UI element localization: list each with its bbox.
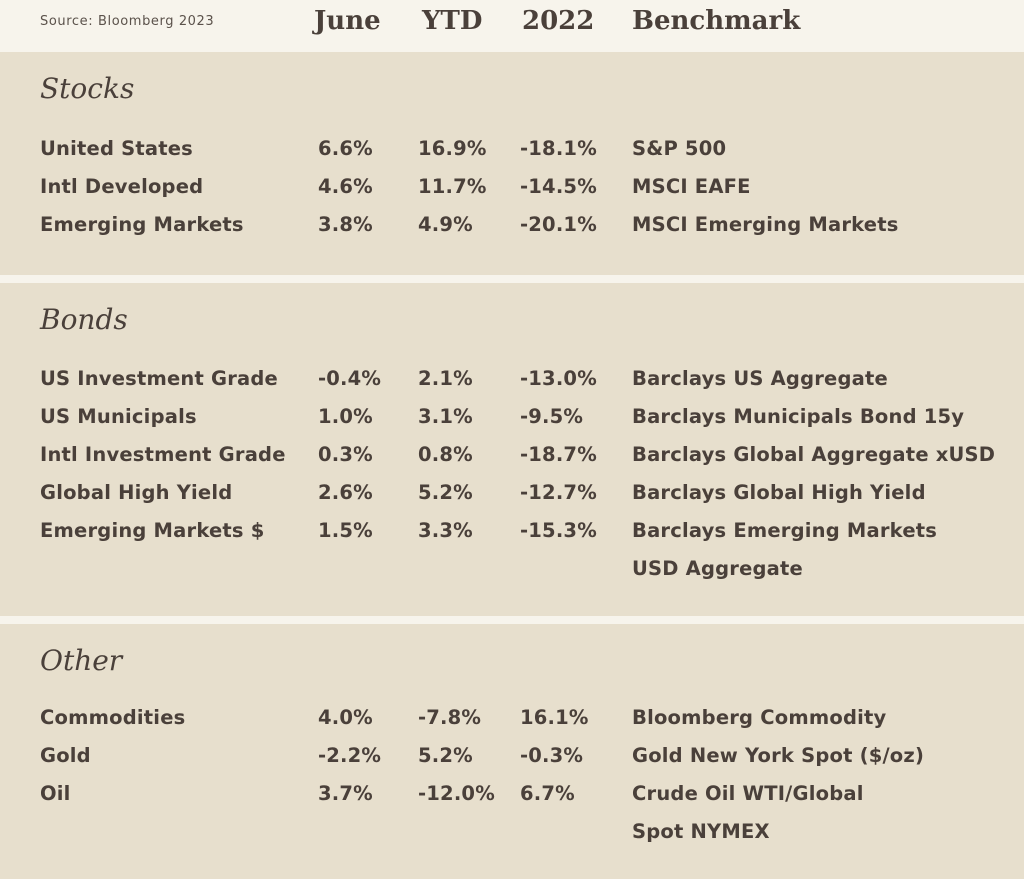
- asset-name: Global High Yield: [40, 481, 233, 504]
- june-return: -2.2%: [318, 744, 382, 767]
- june-return: 6.6%: [318, 137, 373, 160]
- june-return: -0.4%: [318, 367, 382, 390]
- june-return: 1.5%: [318, 519, 373, 542]
- 2022-return: -18.7%: [520, 443, 597, 466]
- june-return: 0.3%: [318, 443, 373, 466]
- benchmark-name-line2: USD Aggregate: [632, 557, 803, 580]
- 2022-return: -13.0%: [520, 367, 597, 390]
- 2022-return: -18.1%: [520, 137, 597, 160]
- source-note: Source: Bloomberg 2023: [40, 14, 215, 29]
- asset-name: Gold: [40, 744, 91, 767]
- section-bonds: Bonds US Investment Grade -0.4% 2.1% -13…: [0, 283, 1024, 616]
- table-row: Commodities 4.0% -7.8% 16.1% Bloomberg C…: [0, 706, 1024, 744]
- 2022-return: -9.5%: [520, 405, 584, 428]
- benchmark-name: MSCI Emerging Markets: [632, 213, 899, 236]
- table-row: Emerging Markets $ 1.5% 3.3% -15.3% Barc…: [0, 519, 1024, 595]
- june-return: 3.7%: [318, 782, 373, 805]
- table-row: US Municipals 1.0% 3.1% -9.5% Barclays M…: [0, 405, 1024, 443]
- column-header-benchmark: Benchmark: [632, 6, 801, 36]
- table-row: Global High Yield 2.6% 5.2% -12.7% Barcl…: [0, 481, 1024, 519]
- table-row: United States 6.6% 16.9% -18.1% S&P 500: [0, 137, 1024, 175]
- 2022-return: -0.3%: [520, 744, 584, 767]
- june-return: 4.6%: [318, 175, 373, 198]
- column-header-june: June: [314, 6, 381, 36]
- table-header: Source: Bloomberg 2023 June YTD 2022 Ben…: [0, 0, 1024, 52]
- section-title: Stocks: [40, 72, 135, 105]
- june-return: 4.0%: [318, 706, 373, 729]
- ytd-return: 5.2%: [418, 744, 473, 767]
- section-other: Other Commodities 4.0% -7.8% 16.1% Bloom…: [0, 624, 1024, 879]
- table-row: Gold -2.2% 5.2% -0.3% Gold New York Spot…: [0, 744, 1024, 782]
- table-row: US Investment Grade -0.4% 2.1% -13.0% Ba…: [0, 367, 1024, 405]
- section-title: Bonds: [40, 303, 128, 336]
- asset-name: Emerging Markets $: [40, 519, 265, 542]
- 2022-return: -12.7%: [520, 481, 597, 504]
- june-return: 3.8%: [318, 213, 373, 236]
- 2022-return: 16.1%: [520, 706, 589, 729]
- benchmark-name: Crude Oil WTI/Global: [632, 782, 864, 805]
- benchmark-name: Barclays Emerging Markets: [632, 519, 938, 542]
- ytd-return: 4.9%: [418, 213, 473, 236]
- benchmark-name-line2: Spot NYMEX: [632, 820, 770, 843]
- 2022-return: -14.5%: [520, 175, 597, 198]
- ytd-return: 3.3%: [418, 519, 473, 542]
- benchmark-name: Gold New York Spot ($/oz): [632, 744, 925, 767]
- section-title: Other: [40, 644, 123, 677]
- asset-name: Oil: [40, 782, 71, 805]
- ytd-return: 16.9%: [418, 137, 487, 160]
- benchmark-name: Bloomberg Commodity: [632, 706, 887, 729]
- table-row: Emerging Markets 3.8% 4.9% -20.1% MSCI E…: [0, 213, 1024, 251]
- ytd-return: -7.8%: [418, 706, 482, 729]
- 2022-return: 6.7%: [520, 782, 575, 805]
- table-row: Oil 3.7% -12.0% 6.7% Crude Oil WTI/Globa…: [0, 782, 1024, 858]
- asset-name: Intl Developed: [40, 175, 204, 198]
- 2022-return: -20.1%: [520, 213, 597, 236]
- ytd-return: 0.8%: [418, 443, 473, 466]
- ytd-return: 5.2%: [418, 481, 473, 504]
- benchmark-name: Barclays US Aggregate: [632, 367, 888, 390]
- asset-name: Intl Investment Grade: [40, 443, 286, 466]
- ytd-return: 11.7%: [418, 175, 487, 198]
- column-header-ytd: YTD: [422, 6, 483, 36]
- asset-name: Commodities: [40, 706, 186, 729]
- benchmark-name: S&P 500: [632, 137, 727, 160]
- table-row: Intl Investment Grade 0.3% 0.8% -18.7% B…: [0, 443, 1024, 481]
- section-stocks: Stocks United States 6.6% 16.9% -18.1% S…: [0, 52, 1024, 275]
- asset-name: US Investment Grade: [40, 367, 278, 390]
- ytd-return: -12.0%: [418, 782, 495, 805]
- table-row: Intl Developed 4.6% 11.7% -14.5% MSCI EA…: [0, 175, 1024, 213]
- column-header-2022: 2022: [522, 6, 595, 36]
- benchmark-name: Barclays Global High Yield: [632, 481, 926, 504]
- june-return: 2.6%: [318, 481, 373, 504]
- benchmark-name: MSCI EAFE: [632, 175, 751, 198]
- asset-name: US Municipals: [40, 405, 197, 428]
- asset-name: Emerging Markets: [40, 213, 244, 236]
- ytd-return: 3.1%: [418, 405, 473, 428]
- benchmark-name: Barclays Global Aggregate xUSD: [632, 443, 996, 466]
- asset-name: United States: [40, 137, 193, 160]
- ytd-return: 2.1%: [418, 367, 473, 390]
- benchmark-name: Barclays Municipals Bond 15y: [632, 405, 965, 428]
- june-return: 1.0%: [318, 405, 373, 428]
- 2022-return: -15.3%: [520, 519, 597, 542]
